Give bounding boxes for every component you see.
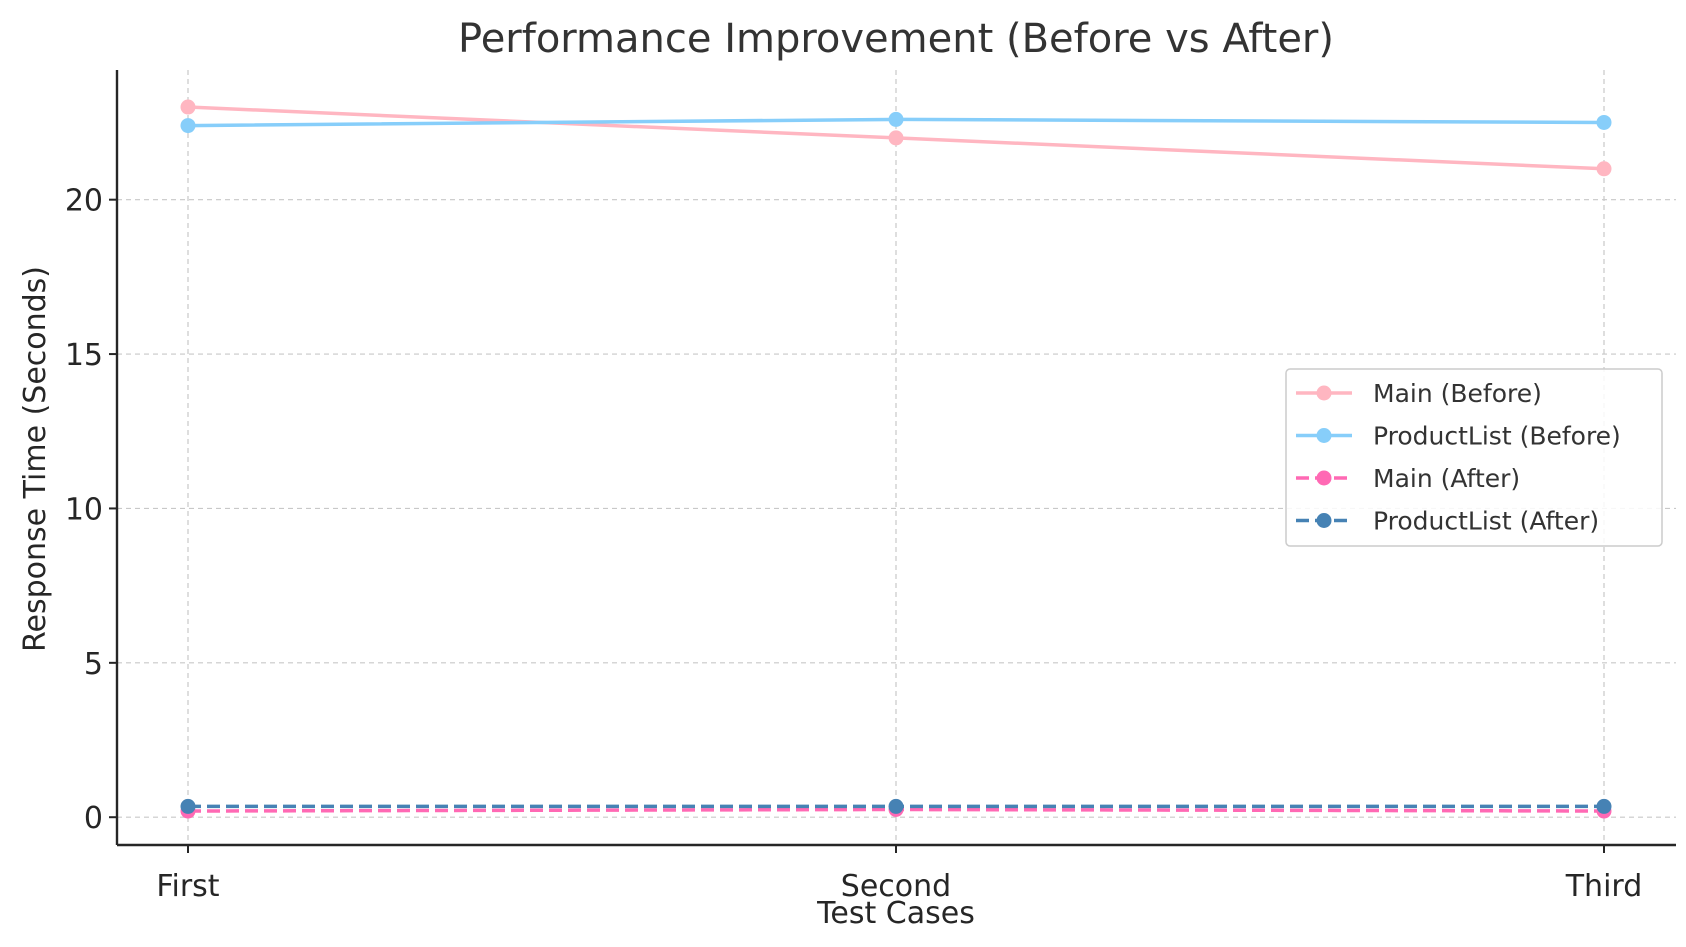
- data-point: [180, 798, 196, 814]
- y-tick-label: 15: [65, 338, 103, 373]
- legend-item: Main (Before): [1296, 379, 1542, 408]
- data-point: [888, 798, 904, 814]
- legend-marker: [1316, 428, 1332, 443]
- x-tick-label: First: [156, 869, 219, 904]
- legend-marker: [1316, 470, 1332, 486]
- y-tick-label: 10: [65, 492, 103, 527]
- data-point: [888, 111, 904, 127]
- legend-label: Main (After): [1373, 464, 1520, 493]
- data-point: [1596, 161, 1612, 177]
- series-group: [180, 99, 1612, 177]
- series-group: [180, 111, 1612, 134]
- y-ticks: 0 5 10 15 20: [65, 184, 117, 836]
- series-group: [180, 798, 1612, 814]
- legend-item: Main (After): [1296, 464, 1520, 493]
- data-point: [888, 130, 904, 146]
- legend: Main (Before) ProductList (Before) Main (A…: [1285, 368, 1663, 547]
- data-point: [1596, 114, 1612, 130]
- x-ticks: First Second Third: [156, 845, 1642, 904]
- x-tick-label: Second: [841, 869, 951, 904]
- data-point: [180, 118, 196, 134]
- y-axis-label: Response Time (Seconds): [18, 266, 53, 652]
- legend-label: ProductList (Before): [1373, 422, 1621, 451]
- legend-item: ProductList (Before): [1296, 422, 1621, 451]
- y-tick-label: 0: [84, 801, 103, 836]
- legend-item: ProductList (After): [1296, 507, 1599, 536]
- legend-marker: [1316, 513, 1332, 528]
- legend-items: Main (Before) ProductList (Before) Main (A…: [1296, 379, 1621, 536]
- legend-label: Main (Before): [1373, 379, 1542, 408]
- data-point: [180, 99, 196, 115]
- series-layer: [180, 99, 1612, 819]
- x-axis-label: Test Cases: [816, 896, 975, 931]
- y-tick-label: 20: [65, 184, 103, 219]
- x-tick-label: Third: [1565, 869, 1643, 904]
- legend-marker: [1316, 385, 1332, 401]
- data-point: [1596, 798, 1612, 814]
- legend-label: ProductList (After): [1373, 507, 1599, 536]
- legend-box: [1285, 368, 1663, 547]
- chart-title: Performance Improvement (Before vs After…: [458, 16, 1334, 62]
- y-tick-label: 5: [84, 647, 103, 682]
